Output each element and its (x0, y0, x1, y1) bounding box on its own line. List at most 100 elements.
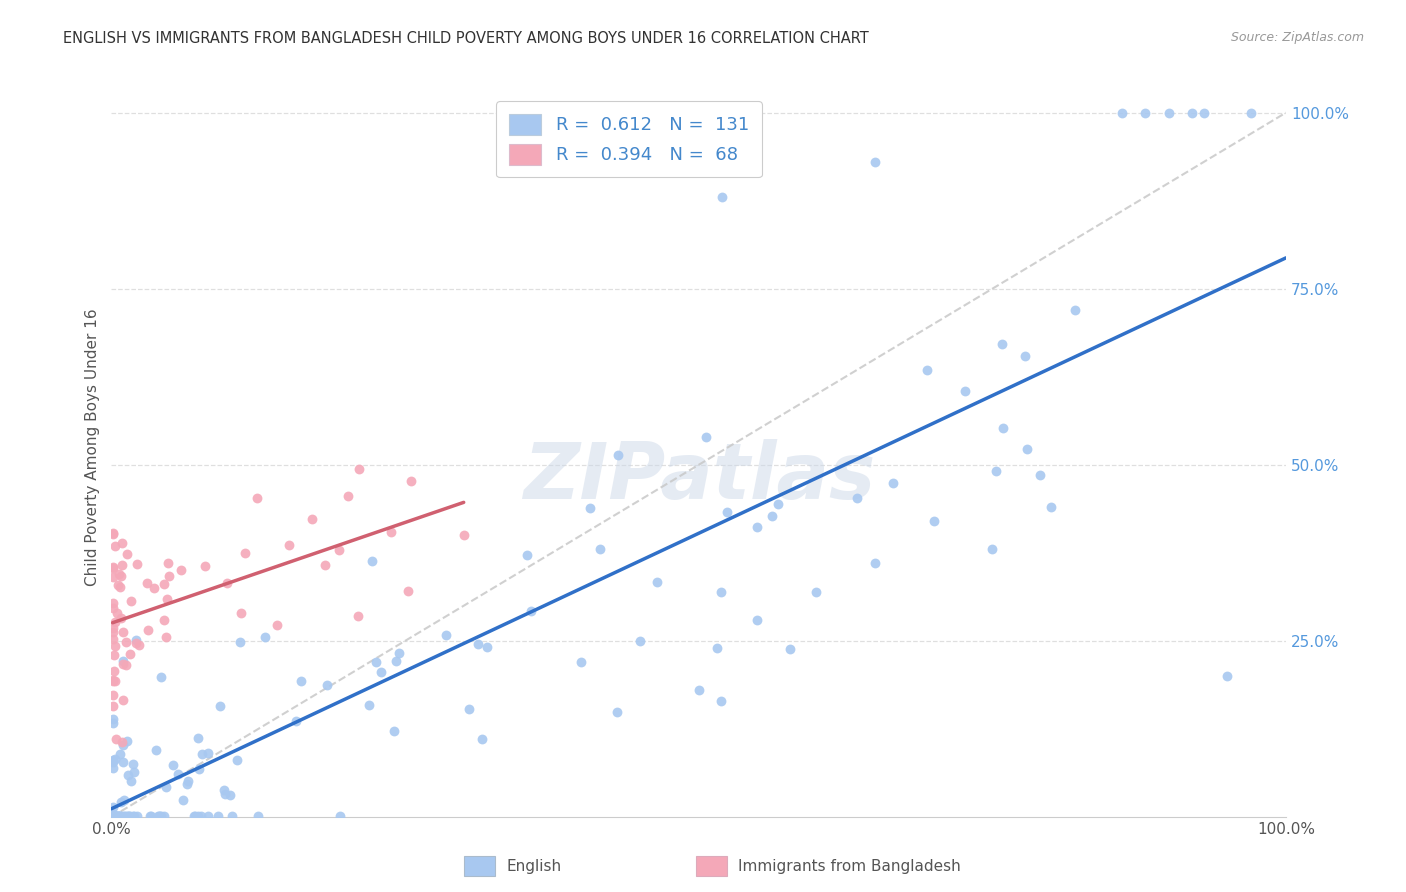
Point (111, 657, 134, 672)
Point (153, 577, 176, 591)
Point (111, 536, 134, 550)
Point (148, 809, 170, 823)
Point (329, 809, 352, 823)
Point (804, 584, 827, 599)
Point (396, 583, 419, 598)
Point (212, 782, 235, 797)
Point (108, 580, 131, 594)
Point (104, 539, 127, 553)
Point (101, 716, 124, 731)
Point (111, 735, 134, 749)
Point (706, 641, 728, 656)
Point (103, 809, 125, 823)
Point (125, 633, 148, 648)
Point (101, 526, 124, 541)
Point (607, 448, 630, 462)
Point (710, 585, 733, 599)
Point (194, 558, 217, 573)
Point (569, 655, 592, 669)
Point (101, 673, 124, 688)
Point (122, 764, 145, 779)
Point (399, 475, 422, 489)
Point (177, 774, 200, 789)
Point (1216, 669, 1239, 683)
Point (1133, 105, 1156, 120)
Point (349, 462, 371, 476)
Point (695, 430, 717, 444)
Point (111, 558, 134, 573)
Point (101, 673, 124, 688)
Point (628, 634, 651, 648)
Point (217, 575, 239, 590)
Point (846, 491, 869, 505)
Point (187, 809, 209, 823)
Point (761, 508, 783, 523)
Point (1040, 500, 1063, 514)
Point (162, 758, 184, 772)
Point (128, 639, 150, 653)
Point (155, 630, 177, 644)
Point (779, 641, 801, 656)
Point (111, 809, 134, 823)
Point (120, 594, 142, 608)
Y-axis label: Child Poverty Among Boys Under 16: Child Poverty Among Boys Under 16 (86, 309, 100, 586)
Point (170, 563, 193, 577)
Point (1192, 105, 1215, 120)
Point (336, 490, 359, 504)
Point (922, 514, 945, 528)
Point (112, 738, 135, 752)
Point (142, 581, 165, 595)
Point (138, 809, 160, 823)
Point (111, 624, 134, 639)
Point (589, 541, 612, 556)
Point (917, 363, 939, 377)
Point (127, 809, 149, 823)
Point (101, 761, 124, 775)
Point (117, 809, 139, 823)
Point (101, 809, 124, 823)
Text: Source: ZipAtlas.com: Source: ZipAtlas.com (1230, 31, 1364, 45)
Point (105, 732, 128, 747)
Point (120, 647, 142, 661)
Point (984, 464, 1007, 478)
Point (710, 694, 733, 708)
Point (1015, 442, 1038, 457)
Point (152, 809, 174, 823)
Point (152, 613, 174, 627)
Point (110, 611, 132, 625)
Point (101, 621, 124, 635)
Point (953, 384, 976, 399)
Point (150, 809, 173, 823)
Point (453, 528, 475, 542)
Point (184, 809, 207, 823)
Point (214, 787, 236, 801)
Point (120, 773, 142, 788)
Point (101, 809, 124, 823)
Point (467, 637, 489, 651)
Point (101, 688, 124, 702)
Point (114, 809, 136, 823)
Point (606, 705, 628, 719)
Point (110, 569, 132, 583)
Text: English: English (506, 859, 561, 873)
Point (122, 756, 145, 771)
Point (156, 591, 179, 606)
Point (101, 526, 124, 541)
Point (101, 570, 124, 584)
Point (101, 596, 124, 610)
Point (101, 600, 124, 615)
Point (380, 524, 402, 539)
Point (127, 557, 149, 571)
Point (107, 567, 129, 582)
Point (108, 747, 131, 762)
Point (135, 576, 157, 591)
Point (475, 640, 498, 655)
Point (115, 548, 138, 562)
Point (150, 670, 173, 684)
Point (190, 809, 212, 823)
Point (716, 505, 738, 519)
Point (155, 780, 177, 794)
Point (219, 788, 242, 802)
Point (290, 674, 312, 689)
Point (148, 809, 170, 823)
